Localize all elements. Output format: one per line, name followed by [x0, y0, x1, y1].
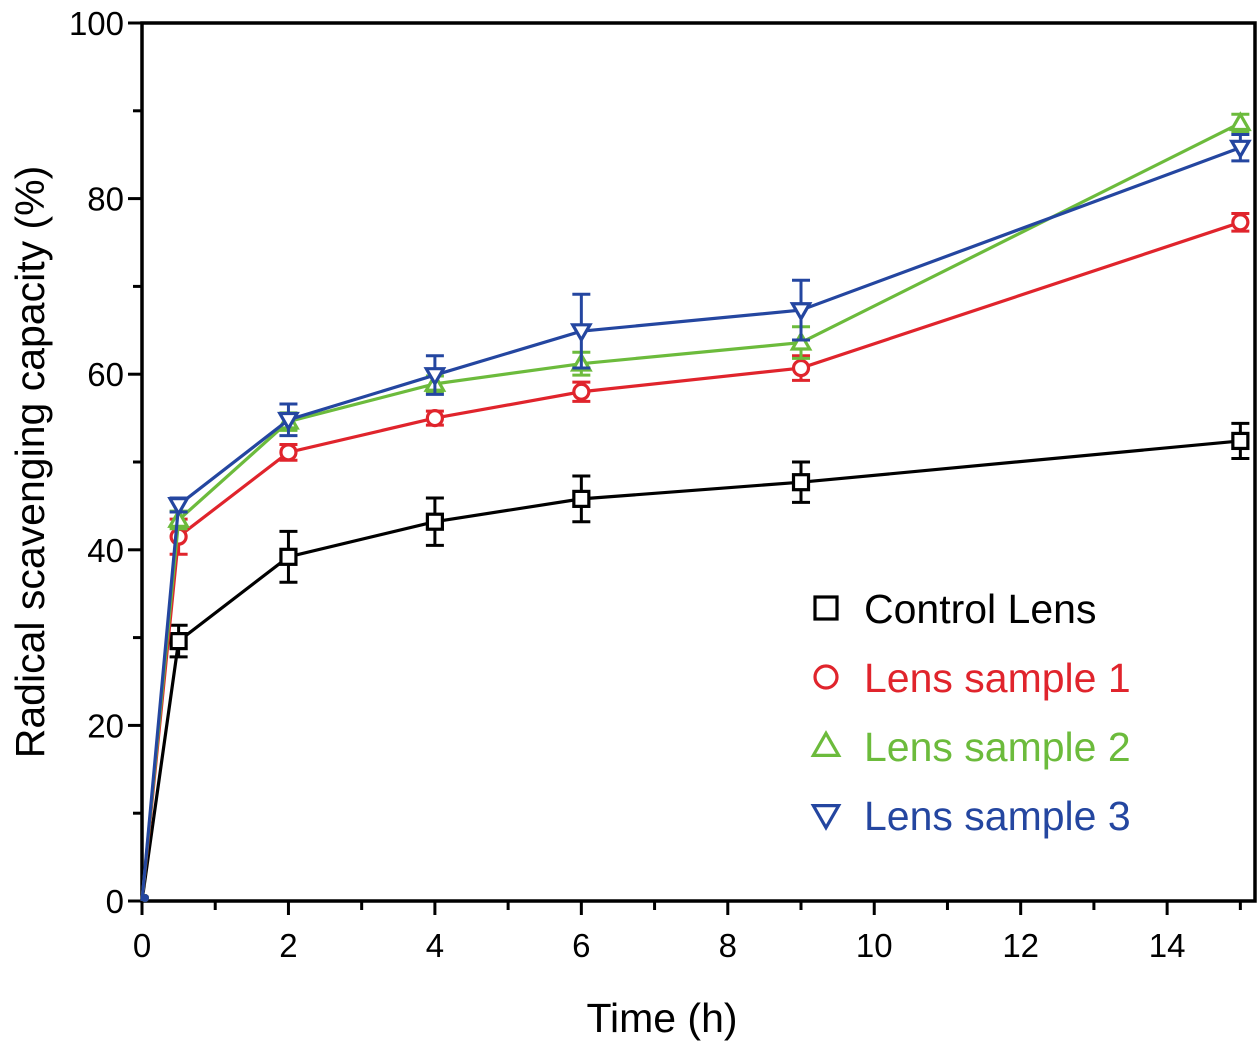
data-point: [1231, 213, 1250, 232]
legend-item: Control Lens: [813, 586, 1096, 632]
y-tick-label: 0: [106, 883, 124, 920]
data-point: [425, 512, 444, 531]
data-point: [279, 443, 298, 462]
x-axis-title: Time (h): [586, 995, 737, 1041]
data-point: [1228, 111, 1252, 132]
y-tick-label: 60: [87, 356, 124, 393]
data-point: [425, 409, 444, 428]
legend-item: Lens sample 3: [810, 793, 1131, 839]
series-line: [140, 121, 1242, 902]
series-line: [140, 146, 1241, 902]
legend-label: Lens sample 1: [864, 655, 1131, 701]
y-tick-label: 100: [69, 5, 124, 42]
legend-label: Control Lens: [864, 586, 1096, 632]
data-point: [279, 547, 298, 566]
data-point: [791, 358, 811, 378]
data-point: [141, 894, 149, 902]
x-tick-label: 12: [1002, 927, 1039, 964]
x-tick-label: 6: [572, 927, 590, 964]
legend-square-icon: [813, 595, 839, 621]
series-control-lens: [140, 421, 1250, 902]
x-tick-label: 0: [133, 927, 151, 964]
data-point: [572, 382, 591, 401]
legend-label: Lens sample 2: [864, 724, 1131, 770]
x-tick-label: 2: [279, 927, 297, 964]
x-tick-label: 14: [1149, 927, 1186, 964]
y-axis-title: Radical scavenging capacity (%): [7, 166, 53, 759]
y-tick-label: 20: [87, 707, 124, 744]
legend-circle-icon: [813, 664, 839, 690]
data-point: [423, 367, 447, 387]
series-lens-sample-2: [140, 111, 1252, 902]
x-tick-label: 8: [719, 927, 737, 964]
data-point: [1228, 139, 1252, 160]
data-point: [791, 473, 811, 492]
y-tick-label: 40: [87, 532, 124, 569]
y-tick-label: 80: [87, 181, 124, 218]
data-point: [277, 411, 300, 432]
data-point: [789, 330, 813, 351]
data-point: [789, 302, 813, 322]
legend-triangle-down-icon: [810, 804, 842, 831]
data-point: [572, 489, 591, 508]
legend-item: Lens sample 2: [810, 724, 1131, 770]
x-tick-label: 4: [426, 927, 444, 964]
series-lens-sample-3: [140, 133, 1252, 902]
legend-triangle-up-icon: [810, 730, 842, 757]
data-point: [569, 323, 593, 344]
data-point: [1231, 431, 1250, 451]
x-tick-label: 10: [856, 927, 893, 964]
axes: 0 2 4 6 8 10 12 14 0 20 40 60 80 100: [69, 5, 1257, 964]
data-point: [167, 497, 191, 517]
series-layer: [140, 111, 1252, 902]
data-point: [169, 632, 188, 651]
legend: Control Lens Lens sample 1 Lens sample 2 Le…: [810, 586, 1131, 839]
legend-label: Lens sample 3: [864, 793, 1131, 839]
legend-item: Lens sample 1: [813, 655, 1131, 701]
